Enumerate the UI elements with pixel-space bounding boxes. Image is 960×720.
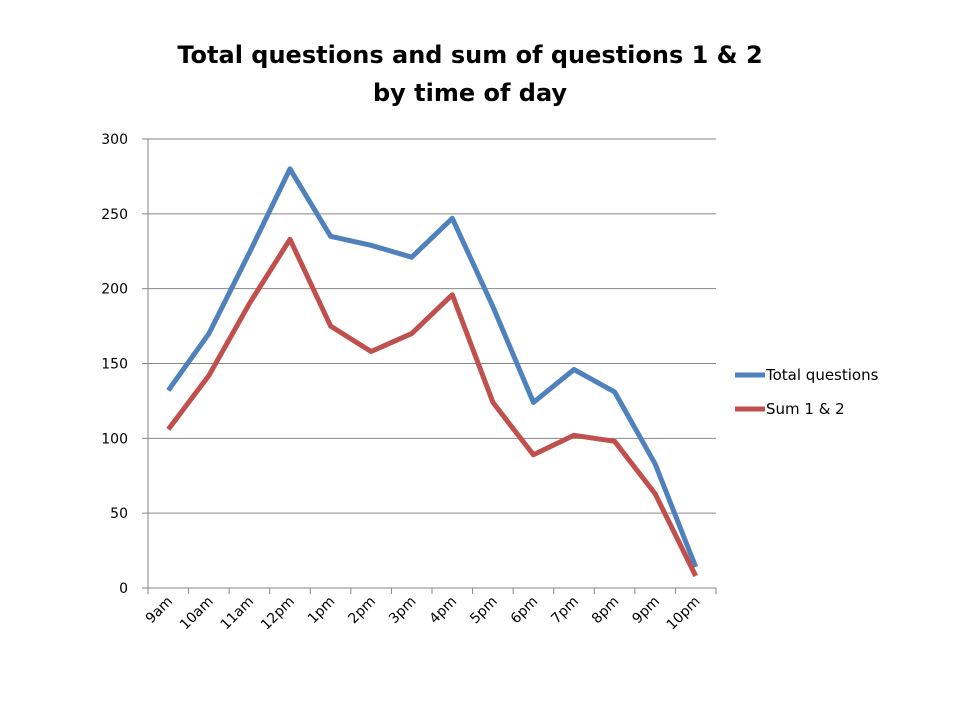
series-lines: [166, 166, 699, 578]
chart-title: Total questions and sum of questions 1 &…: [0, 36, 940, 112]
x-tick-label: 10pm: [664, 594, 704, 634]
x-tick-label: 6pm: [508, 594, 542, 628]
y-tick-labels: 0 50 100 150 200 250 300: [101, 132, 128, 597]
x-tick-label: 4pm: [427, 594, 461, 628]
x-tick-label: 2pm: [345, 594, 379, 628]
legend: Total questions Sum 1 & 2: [735, 366, 879, 418]
y-tick-label: 150: [101, 357, 128, 373]
x-tick-label: 8pm: [589, 594, 623, 628]
y-tick-label: 50: [110, 506, 128, 522]
series-line-1: [166, 236, 698, 578]
series-line-0: [166, 166, 699, 568]
y-tick-label: 250: [101, 207, 128, 223]
x-tick-label: 3pm: [386, 594, 420, 628]
x-tick-labels: 9am 10am 11am 12pm 1pm 2pm 3pm 4pm 5pm 6pm 7pm 8pm 9…: [143, 594, 704, 634]
chart-title-line-2: by time of day: [372, 79, 568, 107]
legend-label: Total questions: [765, 366, 879, 384]
x-tick-label: 9am: [143, 594, 176, 627]
gridlines: [148, 138, 716, 514]
y-tick-label: 300: [101, 132, 128, 148]
y-tick-label: 200: [101, 282, 128, 298]
x-tick-label: 7pm: [548, 594, 582, 628]
y-tick-label: 0: [119, 581, 128, 597]
x-tick-label: 11am: [218, 594, 258, 634]
x-tick-label: 9pm: [629, 594, 663, 628]
x-tick-label: 1pm: [305, 594, 339, 628]
y-tick-label: 100: [101, 431, 128, 447]
x-tick-label: 5pm: [467, 594, 501, 628]
chart-title-line-1: Total questions and sum of questions 1 &…: [177, 41, 763, 69]
legend-label: Sum 1 & 2: [766, 400, 845, 418]
x-tick-label: 12pm: [258, 594, 298, 634]
x-tick-label: 10am: [177, 594, 217, 634]
axes: [142, 138, 717, 594]
